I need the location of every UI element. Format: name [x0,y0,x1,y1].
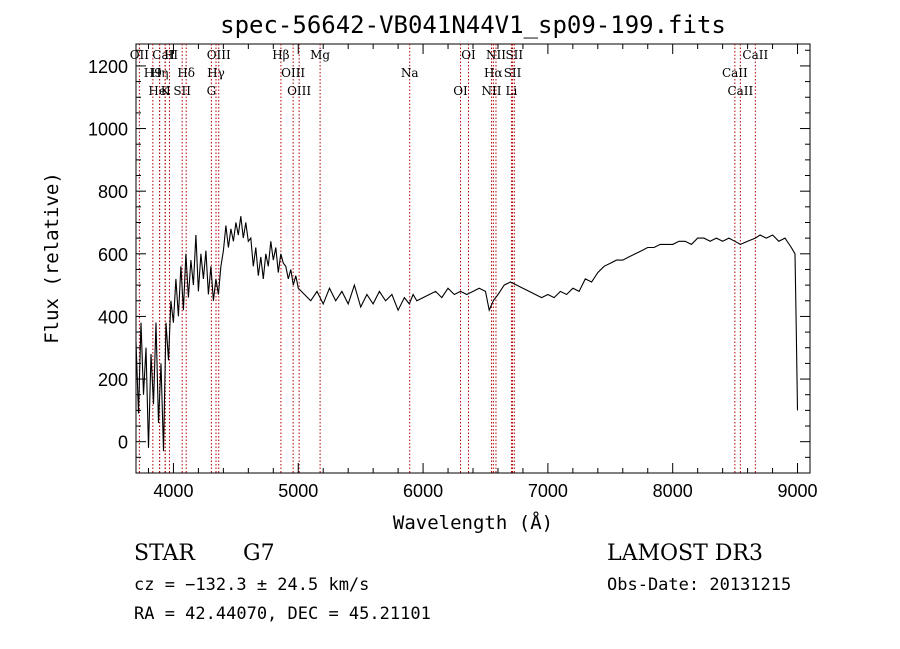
line-label: CaII [727,84,753,98]
line-label: H9 [144,66,162,80]
y-tick-label: 400 [98,307,128,327]
line-label: Hγ [207,66,225,80]
line-label: H [164,48,174,62]
series-group [135,216,799,452]
line-label: Hα [484,66,503,80]
line-label: HeI [148,84,171,98]
x-tick-label: 5000 [278,481,318,501]
chart-title: spec-56642-VB041N44V1_sp09-199.fits [220,11,726,39]
spectral-line-labels: OII H9 K CaII Hη HeI HHδ SII OIII Hγ G Hβ OIII OIII Mg… [130,48,769,98]
x-axis-ticks: 4000 5000 6000 7000 8000 9000 [147,44,818,501]
series-line-flux [135,216,799,452]
line-label: NII [481,84,501,98]
y-axis-label: Flux (relative) [41,172,63,344]
line-label: SII [504,66,522,80]
redshift-velocity: cz = −132.3 ± 24.5 km/s [134,575,369,595]
spectral-line-markers [138,44,756,473]
object-subclass: G7 [243,541,275,566]
line-label: Mg [310,48,330,62]
x-axis-label: Wavelength (Å) [393,511,553,534]
survey-name: LAMOST DR3 [607,541,763,566]
line-label: OI [453,84,468,98]
x-tick-label: 4000 [153,481,193,501]
line-label: Hδ [177,66,195,80]
y-tick-label: 0 [118,433,128,453]
line-label: CaII [722,66,748,80]
y-tick-label: 800 [98,182,128,202]
y-tick-label: 1200 [88,57,128,77]
x-tick-label: 8000 [653,481,693,501]
object-class: STAR [134,541,196,566]
x-tick-label: 7000 [528,481,568,501]
x-tick-label: 6000 [403,481,443,501]
coordinates: RA = 42.44070, DEC = 45.21101 [134,604,431,624]
plot-frame [135,43,811,474]
line-label: Na [401,66,419,80]
observation-date: Obs-Date: 20131215 [607,575,791,595]
y-tick-label: 600 [98,245,128,265]
line-label: OI [461,48,476,62]
line-label: SII [505,48,523,62]
line-label: OIII [281,66,305,80]
line-label: K [161,84,171,98]
y-axis-ticks: 0 200 400 600 800 1000 1200 [88,49,810,458]
line-label: OIII [287,84,311,98]
y-tick-label: 200 [98,370,128,390]
x-tick-label: 9000 [777,481,817,501]
line-label: SII [173,84,191,98]
line-label: OIII [207,48,231,62]
line-label: CaII [742,48,768,62]
line-label: CaII [152,48,178,62]
line-label: NII [486,48,506,62]
line-label: Li [506,84,518,98]
line-label: OII [130,48,150,62]
line-label: Hη [151,66,169,80]
line-label: Hβ [272,48,289,62]
line-label: G [207,84,217,98]
y-tick-label: 1000 [88,120,128,140]
